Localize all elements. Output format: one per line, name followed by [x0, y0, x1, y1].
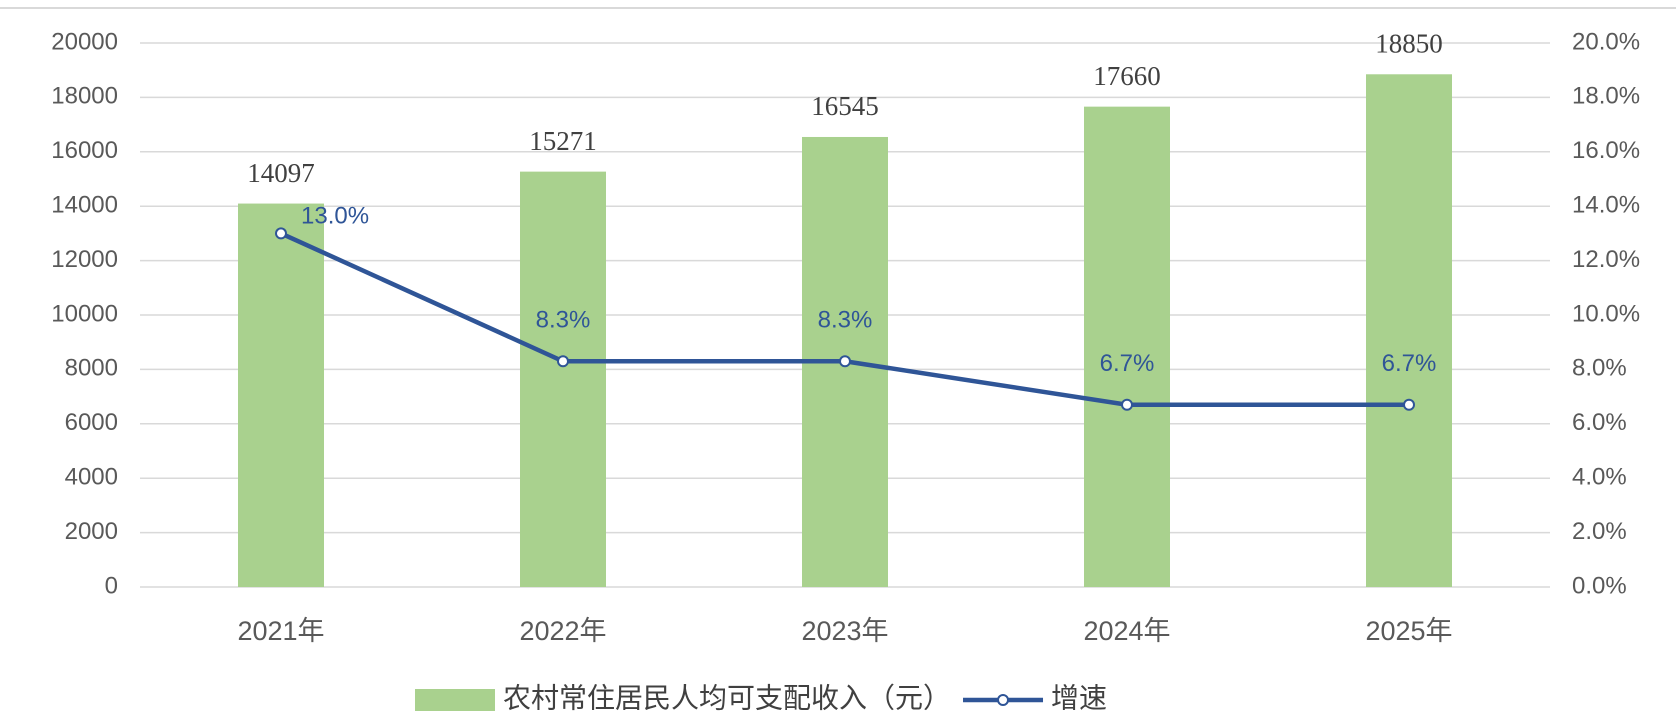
x-tick-label: 2021年	[237, 616, 324, 646]
y-tick-label: 12000	[51, 246, 118, 273]
line-value-label: 13.0%	[301, 203, 369, 230]
y2-tick-label: 20.0%	[1572, 28, 1640, 55]
y2-tick-label: 8.0%	[1572, 355, 1627, 382]
line-point	[557, 355, 569, 368]
legend-label: 增速	[1051, 682, 1107, 713]
y-tick-label: 6000	[65, 409, 118, 436]
y2-tick-label: 6.0%	[1572, 409, 1627, 436]
bar-value-label: 18850	[1375, 28, 1443, 58]
line-point	[839, 355, 851, 368]
line-value-label: 6.7%	[1382, 350, 1437, 377]
line-value-label: 6.7%	[1100, 350, 1155, 377]
legend-marker	[997, 694, 1010, 706]
y-tick-label: 8000	[65, 355, 118, 382]
y-tick-label: 4000	[65, 464, 118, 491]
y2-tick-label: 2.0%	[1572, 518, 1627, 545]
line-point	[1121, 398, 1133, 411]
y-tick-label: 0	[105, 572, 118, 599]
y2-tick-label: 10.0%	[1572, 300, 1640, 327]
bar-value-label: 14097	[247, 158, 315, 188]
line-value-label: 8.3%	[536, 307, 591, 334]
x-tick-label: 2025年	[1365, 616, 1452, 646]
bar	[1084, 106, 1170, 587]
y-tick-label: 20000	[51, 28, 118, 55]
legend-label: 农村常住居民人均可支配收入（元）	[503, 682, 951, 713]
bar-value-label: 16545	[811, 91, 879, 121]
bar	[1366, 74, 1452, 587]
legend-swatch	[415, 689, 495, 711]
y-tick-label: 14000	[51, 192, 118, 219]
bar-value-label: 17660	[1093, 61, 1161, 91]
y2-tick-label: 0.0%	[1572, 572, 1627, 599]
y-tick-label: 2000	[65, 518, 118, 545]
bar	[520, 171, 606, 588]
y-tick-label: 16000	[51, 137, 118, 164]
y-tick-label: 10000	[51, 300, 118, 327]
y-tick-label: 18000	[51, 83, 118, 110]
x-tick-label: 2022年	[519, 616, 606, 646]
bar-value-label: 15271	[529, 126, 597, 156]
y2-tick-label: 18.0%	[1572, 83, 1640, 110]
y2-tick-label: 12.0%	[1572, 246, 1640, 273]
line-value-label: 8.3%	[818, 307, 873, 334]
y2-tick-label: 14.0%	[1572, 192, 1640, 219]
y2-tick-label: 4.0%	[1572, 464, 1627, 491]
line-point	[275, 227, 287, 240]
y2-tick-label: 16.0%	[1572, 137, 1640, 164]
line-point	[1403, 398, 1415, 411]
bar	[238, 203, 324, 588]
x-tick-label: 2023年	[801, 616, 888, 646]
x-tick-label: 2024年	[1083, 616, 1170, 646]
